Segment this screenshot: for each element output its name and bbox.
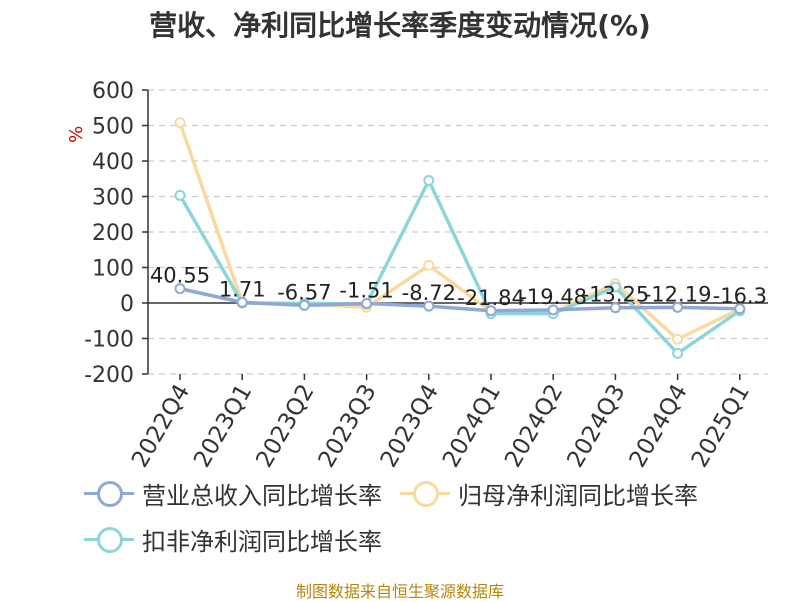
data-point: [672, 333, 684, 345]
data-point: [485, 305, 497, 317]
data-point: [734, 303, 746, 315]
data-point: [298, 299, 310, 311]
y-tick-label: 600: [92, 79, 134, 104]
chart-title: 营收、净利同比增长率季度变动情况(%): [149, 9, 651, 42]
legend-swatch: [400, 481, 450, 507]
data-point: [672, 347, 684, 359]
legend-marker: [97, 527, 123, 553]
data-label: -8.72: [402, 281, 456, 305]
legend-label: 扣非净利润同比增长率: [142, 527, 382, 556]
data-label: -19.48: [519, 285, 587, 309]
data-point: [609, 302, 621, 314]
data-label: -13.25: [582, 283, 650, 307]
source-note: 制图数据来自恒生聚源数据库: [295, 582, 504, 601]
data-point: [423, 175, 435, 187]
y-tick-label: 400: [92, 150, 134, 175]
legend-item[interactable]: 营业总收入同比增长率: [84, 474, 382, 512]
data-labels: 40.55 1.71 -6.57 -1.51 -8.72 -21.84-19.48-13.…: [150, 264, 767, 310]
x-tick-label: 2023Q2: [251, 380, 319, 472]
data-label: -16.3: [713, 284, 767, 308]
data-point: [672, 301, 684, 313]
data-point: [423, 300, 435, 312]
y-tick-label: 500: [92, 115, 134, 140]
gridlines: [148, 89, 768, 375]
x-tick-label: 2023Q1: [189, 380, 257, 472]
y-tick-label: -100: [84, 328, 134, 353]
data-point: [423, 259, 435, 271]
data-label: -6.57: [277, 280, 331, 304]
y-axis-label: %: [66, 126, 87, 143]
x-tick-label: 2024Q1: [438, 380, 506, 472]
legend-item[interactable]: 扣非净利润同比增长率: [84, 520, 382, 558]
data-label: -21.84: [457, 286, 525, 310]
data-point: [361, 298, 373, 310]
x-tick-label: 2024Q4: [625, 380, 693, 472]
data-point: [174, 189, 186, 201]
data-point: [174, 283, 186, 295]
x-tick-label: 2022Q4: [127, 380, 195, 472]
legend-label: 归母净利润同比增长率: [458, 481, 698, 510]
x-tick-label: 2023Q3: [314, 380, 382, 472]
data-label: -1.51: [339, 279, 393, 303]
x-tick-label: 2024Q3: [562, 380, 630, 472]
x-tick-label: 2025Q1: [687, 380, 755, 472]
data-label: 40.55: [150, 264, 210, 288]
legend-label: 营业总收入同比增长率: [142, 481, 382, 510]
legend-swatch: [84, 481, 134, 507]
data-point: [236, 296, 248, 308]
data-point: [174, 117, 186, 129]
x-tick-label: 2024Q2: [500, 380, 568, 472]
legend-marker: [413, 481, 439, 507]
legend: 营业总收入同比增长率 归母净利润同比增长率扣非净利润同比增长率: [84, 474, 764, 566]
y-tick-label: -200: [84, 363, 134, 388]
y-tick-label: 200: [92, 221, 134, 246]
x-tick-label: 2023Q4: [376, 380, 444, 472]
series-line: [179, 286, 740, 313]
legend-swatch: [84, 527, 134, 553]
legend-marker: [97, 481, 123, 507]
data-label: -12.19: [644, 282, 712, 306]
legend-item[interactable]: 归母净利润同比增长率: [400, 474, 698, 512]
data-point: [609, 281, 621, 293]
y-tick-label: 0: [120, 292, 134, 317]
data-label: 1.71: [219, 277, 266, 301]
y-tick-label: 300: [92, 186, 134, 211]
y-tick-label: 100: [92, 257, 134, 282]
data-point: [547, 304, 559, 316]
series-lines: [174, 117, 746, 359]
